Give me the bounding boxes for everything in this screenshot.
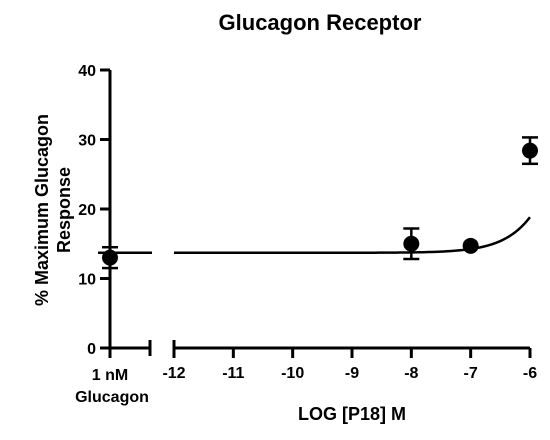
data-point xyxy=(403,235,420,252)
x-tick-label: -10 xyxy=(281,365,304,382)
x-tick-label: -12 xyxy=(162,365,185,382)
y-axis-label-line-2: Response xyxy=(54,167,74,253)
x-tick-label: -6 xyxy=(523,365,537,382)
y-axis-label: % Maximum Glucagon Response xyxy=(32,114,74,306)
x-tick-label: -8 xyxy=(404,365,418,382)
reference-point xyxy=(102,249,118,266)
data-point xyxy=(522,142,538,159)
reference-label-line-1: 1 nM xyxy=(92,367,128,384)
x-tick-label: -11 xyxy=(222,365,244,382)
y-axis-label-line-1: % Maximum Glucagon xyxy=(32,114,52,306)
x-axis-label: LOG [P18] M xyxy=(298,404,406,424)
chart-title: Glucagon Receptor xyxy=(219,10,422,35)
y-tick-label: 10 xyxy=(78,272,96,289)
reference-category-label: 1 nM Glucagon xyxy=(75,367,149,406)
y-tick-label: 40 xyxy=(78,63,96,80)
x-tick-label: -9 xyxy=(345,365,359,382)
y-tick-label: 30 xyxy=(78,133,96,150)
series xyxy=(98,136,538,270)
reference-label-line-2: Glucagon xyxy=(75,389,149,406)
axes: 0 10 20 30 40 -12 -11 -10 -9 -8 -7 -6 xyxy=(78,63,537,382)
y-tick-label: 0 xyxy=(87,341,96,358)
x-tick-label: -7 xyxy=(464,365,478,382)
data-point xyxy=(462,237,479,254)
y-tick-label: 20 xyxy=(78,202,96,219)
